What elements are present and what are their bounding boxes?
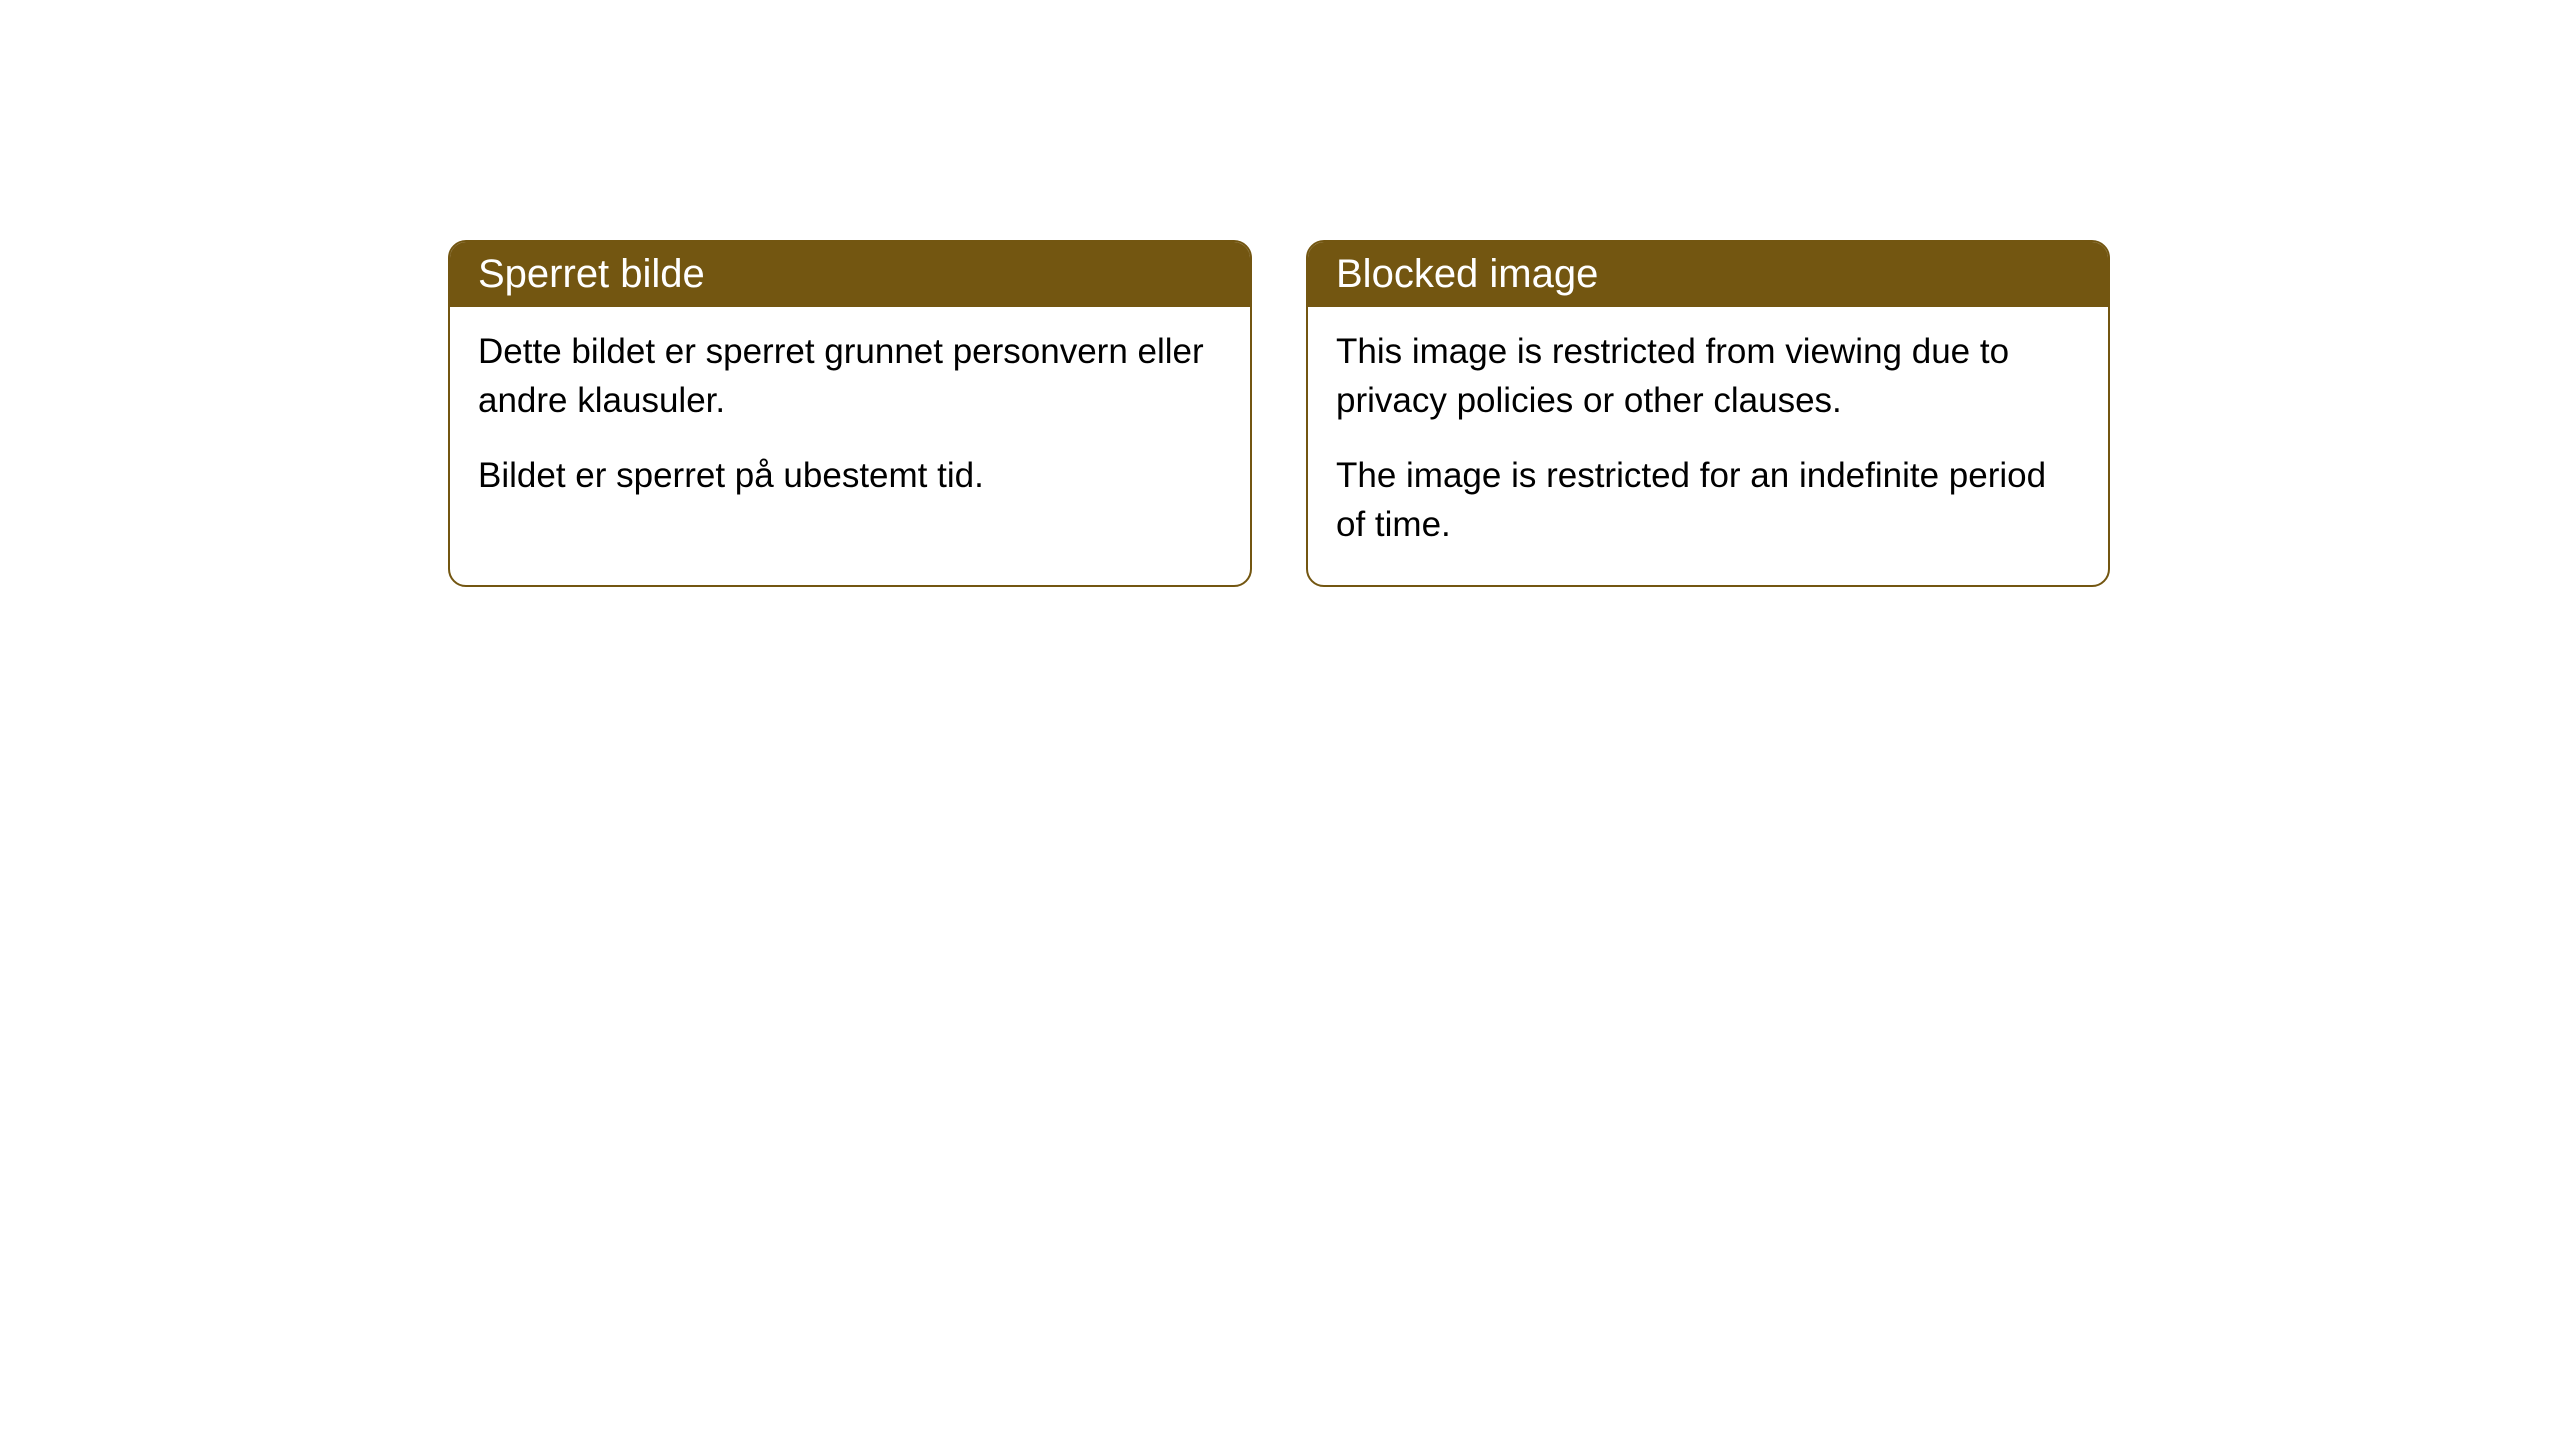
notice-container: Sperret bilde Dette bildet er sperret gr…	[448, 240, 2110, 587]
notice-card-english: Blocked image This image is restricted f…	[1306, 240, 2110, 587]
card-paragraph-2-norwegian: Bildet er sperret på ubestemt tid.	[478, 451, 1222, 500]
card-paragraph-1-english: This image is restricted from viewing du…	[1336, 327, 2080, 425]
notice-card-norwegian: Sperret bilde Dette bildet er sperret gr…	[448, 240, 1252, 587]
card-paragraph-2-english: The image is restricted for an indefinit…	[1336, 451, 2080, 549]
card-header-norwegian: Sperret bilde	[450, 242, 1250, 307]
card-body-norwegian: Dette bildet er sperret grunnet personve…	[450, 307, 1250, 536]
card-body-english: This image is restricted from viewing du…	[1308, 307, 2108, 585]
card-header-english: Blocked image	[1308, 242, 2108, 307]
card-paragraph-1-norwegian: Dette bildet er sperret grunnet personve…	[478, 327, 1222, 425]
